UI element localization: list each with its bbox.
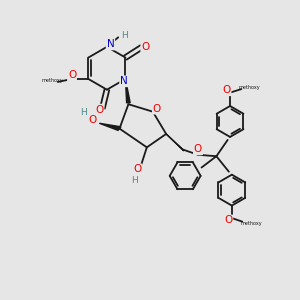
Text: methoxy: methoxy <box>240 220 262 226</box>
Polygon shape <box>166 134 184 151</box>
Text: O: O <box>224 215 232 225</box>
Text: H: H <box>122 32 128 40</box>
Polygon shape <box>125 79 130 103</box>
Text: N: N <box>106 40 114 50</box>
Text: O: O <box>141 42 149 52</box>
Text: methoxy: methoxy <box>42 78 63 83</box>
Polygon shape <box>99 123 121 130</box>
Text: H: H <box>131 176 138 184</box>
Text: O: O <box>222 85 231 95</box>
Text: methoxy: methoxy <box>239 85 260 90</box>
Text: O: O <box>88 115 97 125</box>
Text: O: O <box>68 70 76 80</box>
Text: O: O <box>133 164 141 174</box>
Text: N: N <box>120 76 128 86</box>
Text: O: O <box>95 105 104 115</box>
Text: O: O <box>194 144 202 154</box>
Text: O: O <box>153 104 161 114</box>
Text: H: H <box>80 108 87 117</box>
